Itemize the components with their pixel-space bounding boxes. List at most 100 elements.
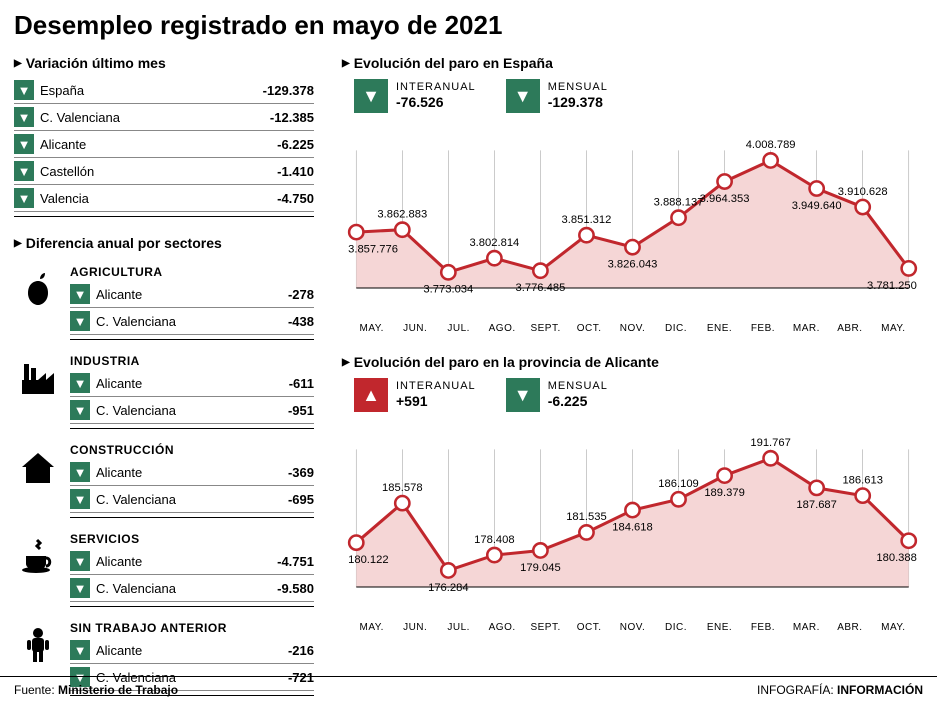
month-label: OCT. xyxy=(567,323,610,334)
chart-indicator: ▼ MENSUAL-129.378 xyxy=(506,79,608,113)
footer-info-value: INFORMACIÓN xyxy=(837,683,923,697)
sector-row: ▼ Alicante -216 xyxy=(70,637,314,664)
sector-row-value: -278 xyxy=(288,287,314,302)
svg-text:180.388: 180.388 xyxy=(876,552,917,564)
sector-title: AGRICULTURA xyxy=(70,265,314,279)
sector-block: CONSTRUCCIÓN ▼ Alicante -369 ▼ C. Valenc… xyxy=(14,443,314,518)
svg-text:3.964.353: 3.964.353 xyxy=(700,193,750,205)
sector-row-label: Alicante xyxy=(96,643,288,658)
svg-text:179.045: 179.045 xyxy=(520,562,561,574)
factory-icon xyxy=(14,354,62,402)
svg-text:176.284: 176.284 xyxy=(428,582,469,594)
sector-row: ▼ C. Valenciana -438 xyxy=(70,308,314,335)
footer-info-label: INFOGRAFÍA: xyxy=(757,683,834,697)
sector-row-label: C. Valenciana xyxy=(96,581,277,596)
indicator-label: MENSUAL xyxy=(548,380,608,393)
arrow-down-icon: ▼ xyxy=(70,640,90,660)
sector-title: SERVICIOS xyxy=(70,532,314,546)
sector-row-label: C. Valenciana xyxy=(96,492,288,507)
month-label: ABR. xyxy=(828,323,871,334)
svg-text:181.535: 181.535 xyxy=(566,511,607,523)
variation-row: ▼ Alicante -6.225 xyxy=(14,131,314,158)
sector-block: INDUSTRIA ▼ Alicante -611 ▼ C. Valencian… xyxy=(14,354,314,429)
line-chart: 180.122185.578176.284178.408179.045181.5… xyxy=(342,418,923,598)
chart-indicator: ▲ INTERANUAL+591 xyxy=(354,378,476,412)
svg-text:186.109: 186.109 xyxy=(658,478,699,490)
arrow-down-icon: ▼ xyxy=(14,107,34,127)
month-label: MAR. xyxy=(785,323,828,334)
arrow-down-icon: ▼ xyxy=(70,551,90,571)
month-label: NOV. xyxy=(611,622,654,633)
apple-icon xyxy=(14,265,62,313)
arrow-down-icon: ▼ xyxy=(14,134,34,154)
svg-text:3.857.776: 3.857.776 xyxy=(348,243,398,255)
month-label: JUL. xyxy=(437,323,480,334)
svg-text:3.862.883: 3.862.883 xyxy=(377,208,427,220)
sector-row-value: -611 xyxy=(289,376,314,391)
footer: Fuente: Ministerio de Trabajo INFOGRAFÍA… xyxy=(0,676,937,703)
svg-text:178.408: 178.408 xyxy=(474,534,515,546)
variation-label: Alicante xyxy=(40,137,277,152)
indicator-value: -6.225 xyxy=(548,393,608,410)
left-column: Variación último mes ▼ España -129.378▼ … xyxy=(14,55,314,696)
right-column: Evolución del paro en España ▼ INTERANUA… xyxy=(342,55,923,696)
variation-header: Variación último mes xyxy=(14,55,314,71)
person-icon xyxy=(14,621,62,669)
sector-row-value: -216 xyxy=(288,643,314,658)
arrow-down-icon: ▼ xyxy=(70,578,90,598)
svg-text:3.851.312: 3.851.312 xyxy=(562,214,612,226)
month-label: AGO. xyxy=(480,622,523,633)
month-label: JUL. xyxy=(437,622,480,633)
chart-title: Evolución del paro en España xyxy=(342,55,923,71)
indicator-label: MENSUAL xyxy=(548,81,608,94)
sector-row-value: -438 xyxy=(288,314,314,329)
month-label: MAY. xyxy=(350,323,393,334)
cup-icon xyxy=(14,532,62,580)
sector-block: SERVICIOS ▼ Alicante -4.751 ▼ C. Valenci… xyxy=(14,532,314,607)
variation-value: -1.410 xyxy=(277,164,314,179)
variation-row: ▼ Castellón -1.410 xyxy=(14,158,314,185)
sector-row-label: C. Valenciana xyxy=(96,403,288,418)
svg-text:185.578: 185.578 xyxy=(382,482,423,494)
month-label: JUN. xyxy=(393,323,436,334)
arrow-down-icon: ▼ xyxy=(70,462,90,482)
sector-row: ▼ C. Valenciana -695 xyxy=(70,486,314,513)
svg-text:191.767: 191.767 xyxy=(750,437,790,449)
month-label: OCT. xyxy=(567,622,610,633)
month-label: MAR. xyxy=(785,622,828,633)
svg-text:3.773.034: 3.773.034 xyxy=(423,284,473,296)
variation-label: España xyxy=(40,83,263,98)
svg-text:3.888.137: 3.888.137 xyxy=(654,196,704,208)
sector-row: ▼ C. Valenciana -951 xyxy=(70,397,314,424)
house-icon xyxy=(14,443,62,491)
arrow-down-icon: ▼ xyxy=(70,489,90,509)
footer-source-value: Ministerio de Trabajo xyxy=(58,683,178,697)
chart-indicator: ▼ INTERANUAL-76.526 xyxy=(354,79,476,113)
arrow-down-icon: ▼ xyxy=(70,284,90,304)
variation-row: ▼ Valencia -4.750 xyxy=(14,185,314,212)
svg-text:3.826.043: 3.826.043 xyxy=(608,259,658,271)
month-label: ENE. xyxy=(698,622,741,633)
arrow-down-icon: ▼ xyxy=(14,188,34,208)
variation-row: ▼ C. Valenciana -12.385 xyxy=(14,104,314,131)
svg-text:187.687: 187.687 xyxy=(796,499,837,511)
indicator-label: INTERANUAL xyxy=(396,81,476,94)
sector-title: INDUSTRIA xyxy=(70,354,314,368)
sector-row-label: Alicante xyxy=(96,376,289,391)
sector-row: ▼ C. Valenciana -9.580 xyxy=(70,575,314,602)
arrow-down-icon: ▼ xyxy=(506,378,540,412)
arrow-down-icon: ▼ xyxy=(70,400,90,420)
arrow-down-icon: ▼ xyxy=(506,79,540,113)
month-label: NOV. xyxy=(611,323,654,334)
arrow-down-icon: ▼ xyxy=(14,161,34,181)
svg-text:3.910.628: 3.910.628 xyxy=(838,186,888,198)
arrow-down-icon: ▼ xyxy=(70,311,90,331)
chart-title: Evolución del paro en la provincia de Al… xyxy=(342,354,923,370)
sector-row-label: Alicante xyxy=(96,287,288,302)
month-label: FEB. xyxy=(741,622,784,633)
month-label: ENE. xyxy=(698,323,741,334)
svg-text:4.008.789: 4.008.789 xyxy=(746,139,796,151)
svg-text:186.613: 186.613 xyxy=(842,474,883,486)
indicator-label: INTERANUAL xyxy=(396,380,476,393)
svg-text:184.618: 184.618 xyxy=(612,521,653,533)
